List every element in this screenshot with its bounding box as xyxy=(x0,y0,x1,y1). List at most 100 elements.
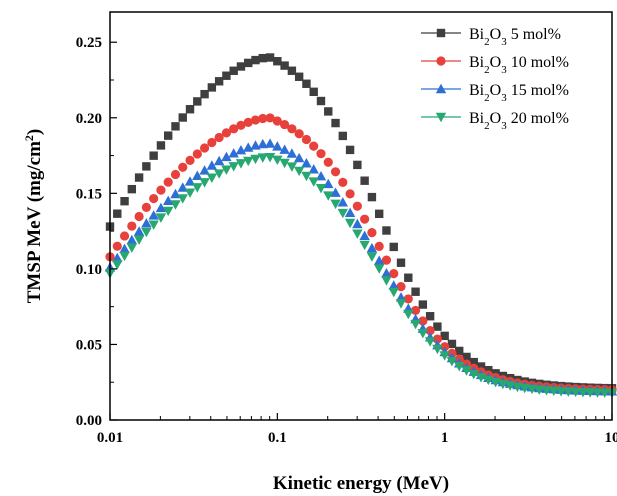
legend-label-part: 2 xyxy=(484,92,490,104)
legend-label-part: 2 xyxy=(484,120,490,132)
triangle-down-marker xyxy=(584,388,596,398)
square-marker xyxy=(374,209,384,219)
triangle-up-marker xyxy=(119,243,130,254)
circle-marker xyxy=(192,149,202,159)
triangle-down-marker xyxy=(432,344,443,355)
legend-item: Bi2O3 10 mol% xyxy=(421,54,569,76)
triangle-down-marker xyxy=(388,287,399,298)
triangle-down-marker xyxy=(403,309,414,320)
triangle-up-marker xyxy=(330,187,341,197)
circle-marker xyxy=(127,221,137,231)
triangle-up-marker xyxy=(264,138,276,148)
x-axis-title: Kinetic energy (MeV) xyxy=(273,473,449,494)
square-marker xyxy=(251,55,260,65)
y-tick-label: 0.25 xyxy=(76,35,102,51)
y-axis-title-close: ) xyxy=(24,129,45,135)
triangle-down-marker xyxy=(199,178,210,188)
triangle-down-marker xyxy=(323,191,334,201)
circle-marker xyxy=(178,162,188,172)
triangle-down-marker xyxy=(184,188,196,198)
square-marker xyxy=(433,322,442,331)
triangle-up-marker xyxy=(359,230,370,241)
circle-marker xyxy=(403,294,413,304)
square-marker xyxy=(265,53,275,62)
square-marker xyxy=(178,113,187,122)
triangle-up-marker xyxy=(337,197,349,207)
circle-marker xyxy=(258,113,268,124)
circle-marker xyxy=(163,177,173,187)
triangle-down-marker xyxy=(170,200,181,210)
circle-marker xyxy=(323,157,333,167)
triangle-up-marker xyxy=(170,188,181,199)
triangle-down-marker xyxy=(126,243,138,253)
square-marker xyxy=(236,62,246,71)
circle-marker xyxy=(396,281,406,292)
triangle-down-marker xyxy=(352,229,363,239)
triangle-up-marker xyxy=(228,148,239,158)
circle-marker xyxy=(309,141,319,151)
y-tick-label: 0.20 xyxy=(76,111,102,127)
triangle-down-marker xyxy=(461,366,472,376)
triangle-up-marker xyxy=(148,210,159,220)
square-marker xyxy=(127,184,137,194)
legend-label-part: 3 xyxy=(501,120,507,132)
triangle-up-marker xyxy=(206,160,218,170)
circle-marker xyxy=(141,202,151,212)
x-tick-label: 0.01 xyxy=(97,430,123,446)
triangle-up-marker xyxy=(155,202,167,213)
triangle-down-marker xyxy=(119,251,130,262)
triangle-down-marker xyxy=(570,387,581,398)
triangle-up-marker xyxy=(293,152,305,163)
triangle-down-marker xyxy=(330,199,341,210)
triangle-up-marker xyxy=(163,195,174,205)
square-marker xyxy=(185,105,195,114)
square-marker xyxy=(367,192,377,202)
triangle-down-marker xyxy=(301,171,312,182)
legend-label-part: O xyxy=(490,82,502,99)
circle-marker xyxy=(221,128,232,138)
legend-label: Bi2O3 10 mol% xyxy=(469,54,569,76)
triangle-up-marker xyxy=(388,280,399,290)
circle-marker xyxy=(236,120,246,130)
square-marker xyxy=(302,79,311,88)
legend-label-part: Bi xyxy=(469,54,485,71)
circle-marker xyxy=(436,56,446,66)
square-marker xyxy=(156,141,166,150)
triangle-up-marker xyxy=(352,218,363,229)
square-marker xyxy=(229,66,238,75)
square-marker xyxy=(193,97,202,106)
triangle-down-marker xyxy=(468,369,479,380)
circle-marker xyxy=(272,116,282,126)
triangle-down-marker xyxy=(206,173,218,183)
triangle-down-marker xyxy=(454,362,465,372)
circle-marker xyxy=(170,169,181,180)
triangle-up-marker xyxy=(272,141,283,151)
triangle-up-marker xyxy=(381,267,392,278)
circle-marker xyxy=(330,167,341,177)
triangle-down-marker xyxy=(519,383,530,394)
triangle-down-marker xyxy=(213,169,225,179)
circle-marker xyxy=(425,325,435,336)
legend-label-part: 2 xyxy=(484,64,490,76)
triangle-up-marker xyxy=(395,292,407,302)
square-marker xyxy=(440,331,449,341)
triangle-down-marker xyxy=(112,260,123,270)
triangle-down-marker xyxy=(366,252,378,262)
triangle-down-marker xyxy=(192,183,203,193)
square-marker xyxy=(389,242,398,252)
triangle-down-marker xyxy=(243,156,254,167)
square-marker xyxy=(244,58,253,68)
square-marker xyxy=(258,53,267,63)
triangle-up-marker xyxy=(279,144,290,154)
triangle-down-marker xyxy=(235,159,247,169)
legend-label-part: 10 mol% xyxy=(507,54,569,71)
triangle-down-marker xyxy=(475,373,487,383)
triangle-down-marker xyxy=(381,276,392,286)
triangle-down-marker xyxy=(272,155,283,166)
square-marker xyxy=(324,107,333,116)
triangle-down-marker xyxy=(177,194,188,204)
triangle-up-marker xyxy=(192,170,203,180)
series-2 xyxy=(105,113,617,395)
triangle-up-marker xyxy=(126,234,138,245)
y-tick-label: 0.10 xyxy=(76,262,102,278)
